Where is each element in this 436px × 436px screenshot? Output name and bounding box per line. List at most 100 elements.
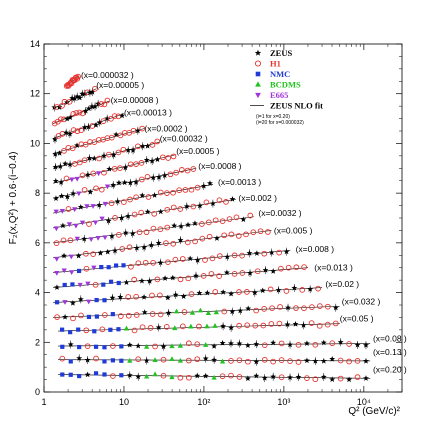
data-point-zeus [126, 372, 133, 378]
data-point-zeus [125, 213, 132, 219]
data-point-h1 [125, 294, 132, 300]
data-point-zeus [130, 147, 137, 153]
legend-entry-zeus-nlo-fit: ZEUS NLO fit [250, 101, 323, 111]
data-point-h1 [250, 229, 257, 236]
data-point-zeus [81, 124, 88, 130]
data-point-h1 [185, 374, 192, 381]
data-point-zeus [164, 294, 171, 301]
data-point-zeus [69, 300, 76, 306]
data-point-zeus [113, 131, 120, 138]
data-point-zeus [88, 103, 95, 109]
data-point-zeus [172, 291, 179, 298]
data-point-zeus [141, 244, 148, 251]
data-point-h1 [247, 212, 254, 219]
data-point-e665 [68, 254, 74, 260]
data-point-zeus [126, 341, 133, 348]
data-point-h1 [93, 185, 99, 192]
bin-1 [63, 73, 81, 89]
data-point-h1 [212, 289, 219, 295]
bin-11 [53, 212, 254, 246]
data-point-h1 [295, 341, 302, 348]
data-point-h1 [76, 159, 83, 166]
data-point-h1 [115, 113, 122, 120]
data-point-h1 [120, 199, 127, 205]
data-point-zeus [141, 309, 148, 315]
data-point-zeus [105, 217, 112, 224]
data-point-zeus [220, 323, 227, 329]
legend-marker [254, 60, 262, 67]
data-point-h1 [61, 147, 67, 154]
data-point-h1 [206, 233, 213, 240]
data-point-bcdms [203, 342, 209, 347]
data-point-zeus [109, 294, 116, 301]
data-point-zeus [261, 374, 268, 381]
data-point-h1 [194, 184, 201, 191]
data-point-h1 [179, 167, 185, 173]
bin-label: (x=0.0032 ) [258, 208, 301, 218]
y-tick-label: 0 [35, 387, 40, 397]
data-point-zeus [64, 193, 71, 200]
fit-line [53, 305, 340, 318]
data-point-zeus [143, 357, 150, 364]
data-point-bcdms [144, 343, 150, 349]
bin-20 [58, 371, 371, 383]
data-point-h1 [185, 340, 192, 347]
data-point-zeus [285, 304, 291, 311]
x-tick-label: 10 [119, 397, 129, 407]
data-point-nmc [99, 265, 104, 270]
data-point-zeus [253, 341, 260, 347]
data-point-zeus [134, 127, 141, 134]
data-point-zeus [58, 179, 65, 185]
data-point-zeus [110, 182, 117, 188]
data-point-zeus [177, 237, 184, 243]
data-point-e665 [69, 177, 75, 183]
data-point-h1 [54, 314, 60, 320]
data-point-h1 [167, 171, 174, 178]
data-point-h1 [119, 246, 126, 252]
data-point-h1 [268, 321, 275, 327]
data-point-h1 [228, 231, 235, 238]
data-point-zeus [169, 274, 176, 281]
data-point-zeus [223, 269, 230, 276]
data-point-h1 [78, 127, 84, 134]
y-tick-label: 10 [30, 138, 40, 148]
data-point-zeus [185, 221, 191, 228]
data-point-h1 [133, 161, 139, 167]
data-point-h1 [136, 229, 143, 236]
data-point-zeus [157, 259, 164, 266]
data-point-h1 [63, 175, 70, 182]
data-point-h1 [208, 271, 215, 277]
data-point-h1 [212, 217, 219, 224]
data-point-h1 [139, 125, 146, 132]
data-point-h1 [93, 355, 99, 362]
legend-note: (i=20 for x=0.000032) [256, 120, 304, 126]
data-point-e665 [85, 281, 91, 287]
data-point-zeus [53, 195, 59, 201]
data-point-zeus [84, 171, 91, 178]
data-point-zeus [253, 250, 260, 256]
data-point-h1 [160, 372, 167, 379]
data-point-zeus [178, 223, 185, 229]
data-point-h1 [69, 145, 76, 152]
data-point-bcdms [173, 308, 180, 314]
data-point-bcdms [188, 323, 194, 329]
data-point-h1 [147, 325, 154, 331]
data-point-zeus [87, 188, 94, 195]
data-point-h1 [51, 120, 58, 127]
data-point-h1 [130, 127, 137, 134]
legend-label: E665 [270, 90, 288, 100]
bin-14 [53, 264, 308, 290]
data-point-h1 [163, 240, 169, 246]
data-point-zeus [77, 203, 84, 210]
bin-3 [51, 97, 111, 127]
data-point-h1 [59, 355, 66, 362]
data-point-nmc [113, 263, 119, 268]
data-point-h1 [199, 235, 206, 242]
data-point-zeus [213, 235, 220, 241]
x-tick-label: 10⁴ [357, 397, 371, 407]
data-point-h1 [177, 206, 184, 212]
y-tick-label: 6 [35, 238, 40, 248]
data-point-h1 [244, 322, 251, 329]
data-point-h1 [170, 189, 176, 196]
data-point-zeus [268, 249, 275, 256]
